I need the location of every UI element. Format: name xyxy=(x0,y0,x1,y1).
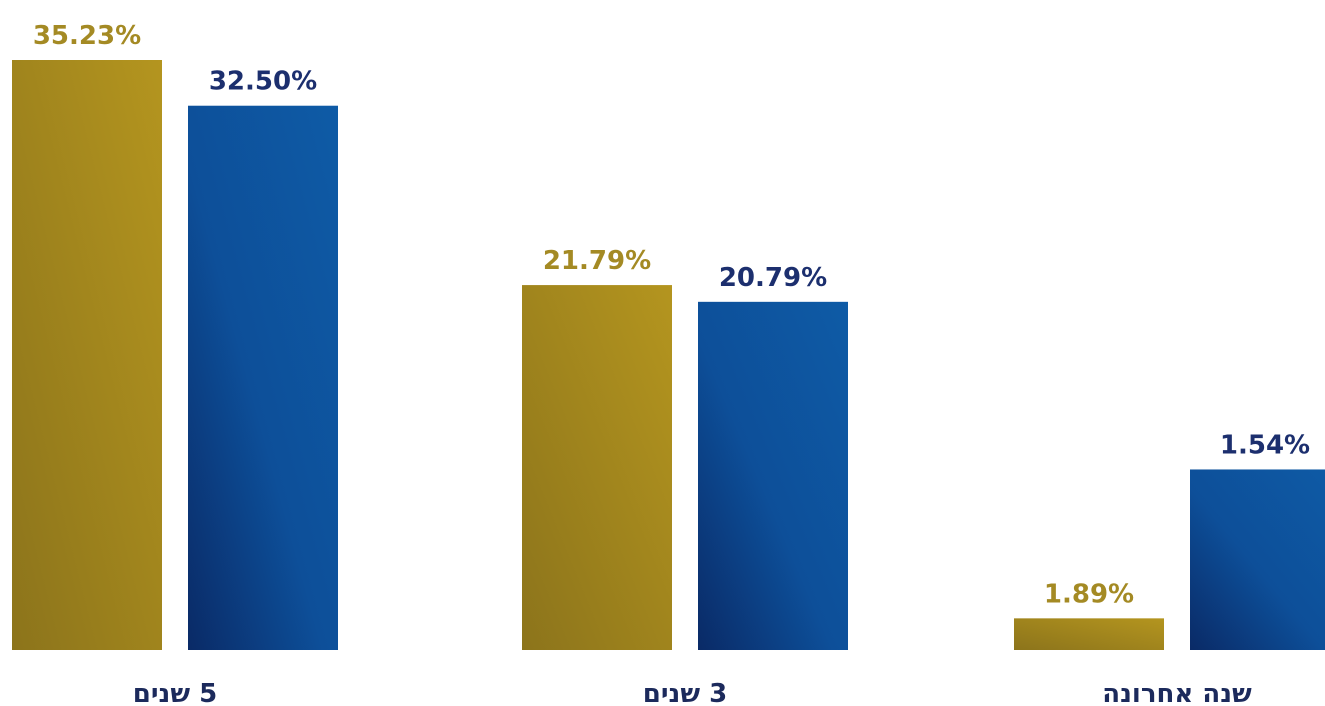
bar-blue-2 xyxy=(1190,469,1325,650)
value-labels-layer: 35.23% 32.50% 21.79% 20.79% 1.89% 1.54% xyxy=(33,21,1310,609)
category-labels-layer: 5 שנים 3 שנים שנה אחרונה xyxy=(133,679,1252,706)
bar-blue-1 xyxy=(698,301,848,650)
value-label-blue-1: 20.79% xyxy=(719,263,827,293)
value-label-blue-0: 32.50% xyxy=(209,67,317,97)
bar-gold-0 xyxy=(12,60,162,650)
category-label-2: שנה אחרונה xyxy=(1102,679,1252,706)
bar-blue-0 xyxy=(188,105,338,651)
value-label-gold-1: 21.79% xyxy=(543,246,651,276)
category-label-0: 5 שנים xyxy=(133,679,217,706)
category-label-1: 3 שנים xyxy=(643,679,727,706)
bar-gold-1 xyxy=(522,285,672,650)
value-label-gold-0: 35.23% xyxy=(33,21,141,51)
bars-layer xyxy=(12,60,1325,651)
value-label-blue-2: 1.54% xyxy=(1220,430,1310,460)
bar-gold-2 xyxy=(1014,618,1164,650)
value-label-gold-2: 1.89% xyxy=(1044,579,1134,609)
